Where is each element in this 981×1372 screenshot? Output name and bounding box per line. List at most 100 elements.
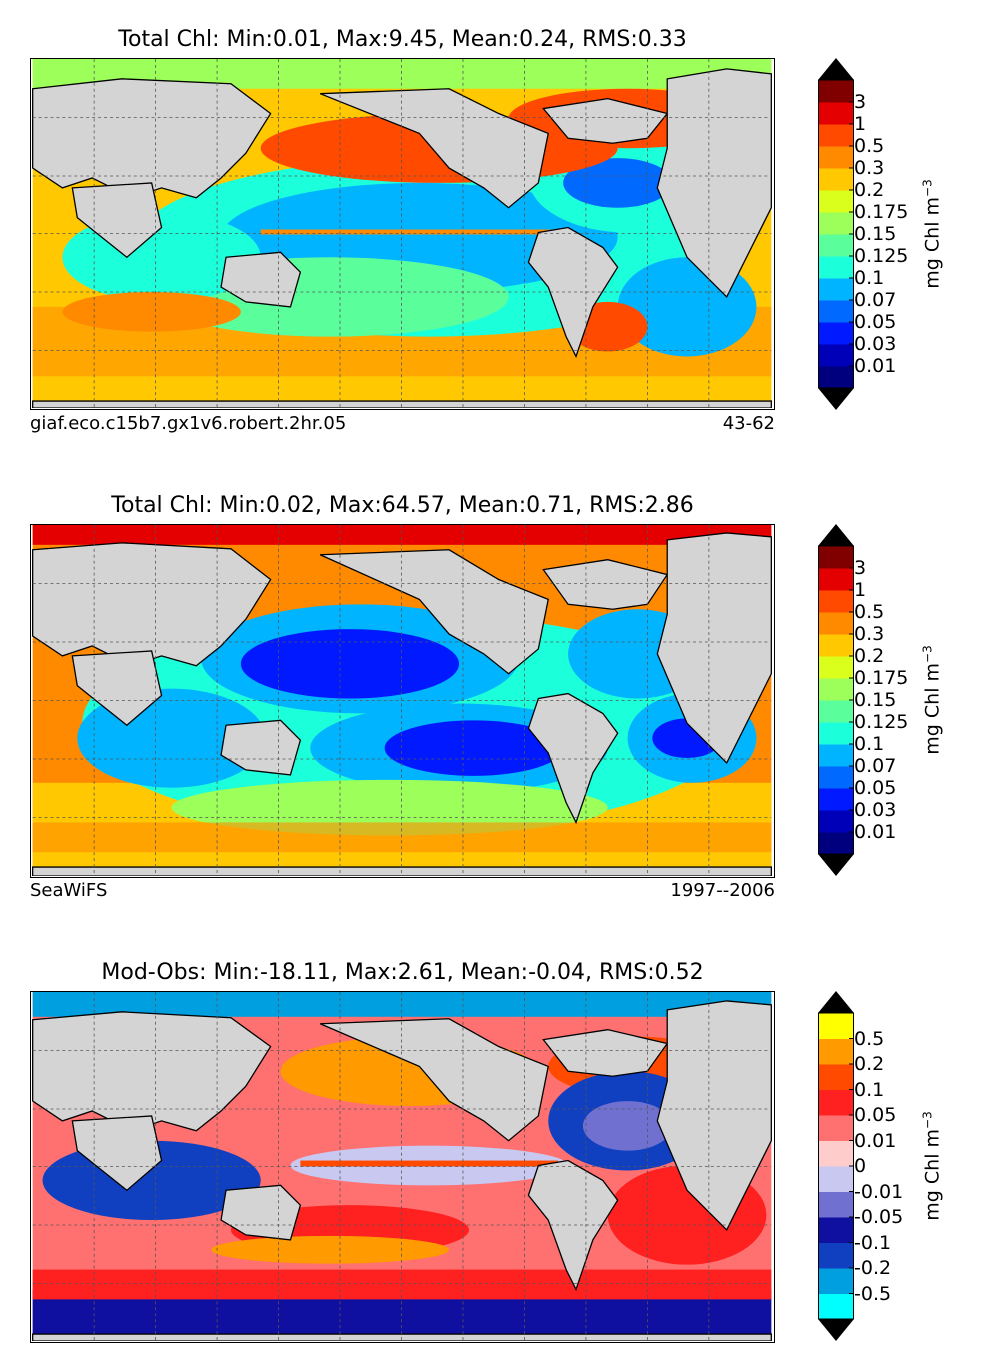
colorbar-tick-label: 0.01 bbox=[854, 1129, 897, 1152]
colorbar-tick-label: 0.15 bbox=[854, 689, 897, 711]
colorbar-tick-label: 0.5 bbox=[854, 135, 885, 157]
colorbar-segment bbox=[818, 1191, 854, 1218]
colorbar-segment bbox=[818, 832, 854, 855]
colorbar-tick-label: 0.175 bbox=[854, 667, 909, 689]
colorbar-extend-min bbox=[818, 854, 854, 876]
colorbar-segment bbox=[818, 1242, 854, 1269]
colorbar-segment bbox=[818, 278, 854, 301]
colorbar-graphic bbox=[818, 991, 854, 1341]
colorbar-tick-label: 0.01 bbox=[854, 821, 897, 843]
colorbar-segment bbox=[818, 1013, 854, 1039]
chl-map-observed bbox=[30, 524, 775, 878]
colorbar-tick-label: 0.175 bbox=[854, 201, 909, 223]
colorbar-tick-label: 3 bbox=[854, 91, 867, 113]
colorbar-segment bbox=[818, 634, 854, 657]
colorbar-segment bbox=[818, 612, 854, 635]
colorbar-tick-label: -0.5 bbox=[854, 1282, 892, 1305]
colorbar-tick-label: 0.125 bbox=[854, 711, 909, 733]
map-graphic bbox=[32, 59, 772, 408]
run-label: giaf.eco.c15b7.gx1v6.robert.2hr.05 bbox=[30, 413, 347, 434]
period-label: 43-62 bbox=[722, 413, 775, 434]
colorbar-tick-label: -0.2 bbox=[854, 1257, 892, 1279]
colorbar-extend-max bbox=[818, 991, 854, 1013]
colorbar-unit-label: mg Chl m−3 bbox=[920, 645, 944, 755]
colorbar-segment bbox=[818, 234, 854, 257]
panel-title: Total Chl: Min:0.01, Max:9.45, Mean:0.24… bbox=[118, 27, 687, 52]
colorbar-segment bbox=[818, 124, 854, 147]
colorbar-tick-label: 0.3 bbox=[854, 623, 885, 645]
colorbar-extend-max bbox=[818, 58, 854, 80]
colorbar-tick-label: 0.2 bbox=[854, 645, 885, 667]
colorbar-segment bbox=[818, 322, 854, 345]
colorbar-tick-label: 0.2 bbox=[854, 1053, 885, 1075]
colorbar-tick-label: 0.5 bbox=[854, 601, 885, 623]
colorbar-tick-label: 0.05 bbox=[854, 777, 897, 799]
colorbar-unit-label: mg Chl m−3 bbox=[920, 1111, 944, 1221]
colorbar-segment bbox=[818, 102, 854, 125]
colorbar-segment bbox=[818, 190, 854, 213]
chl-map-difference bbox=[30, 991, 775, 1343]
colorbar-segment bbox=[818, 168, 854, 191]
colorbar-tick-label: -0.01 bbox=[854, 1180, 904, 1203]
period-label: 1997--2006 bbox=[670, 880, 775, 901]
colorbar-tick-label: 0.2 bbox=[854, 179, 885, 201]
colorbar-tick-label: -0.1 bbox=[854, 1231, 892, 1254]
source-label: SeaWiFS bbox=[30, 880, 108, 901]
colorbar-tick-label: 0.1 bbox=[854, 1078, 885, 1101]
colorbar-segment bbox=[818, 744, 854, 767]
colorbar-tick-label: 0.03 bbox=[854, 333, 897, 355]
colorbar-tick-label: 0.03 bbox=[854, 799, 897, 821]
colorbar-graphic bbox=[818, 524, 854, 876]
colorbar-segment bbox=[818, 656, 854, 679]
colorbar-segment bbox=[818, 256, 854, 279]
colorbar-segment bbox=[818, 678, 854, 701]
colorbar-segment bbox=[818, 766, 854, 789]
colorbar-segment bbox=[818, 1089, 854, 1116]
colorbar-tick-label: 1 bbox=[854, 113, 867, 135]
colorbar-segment bbox=[818, 300, 854, 323]
colorbar-tick-label: 0.3 bbox=[854, 157, 885, 179]
colorbar-segment bbox=[818, 788, 854, 811]
colorbar-segment bbox=[818, 212, 854, 235]
colorbar-segment bbox=[818, 1268, 854, 1294]
panel-title: Total Chl: Min:0.02, Max:64.57, Mean:0.7… bbox=[111, 493, 694, 518]
colorbar-tick-label: 3 bbox=[854, 557, 867, 579]
colorbar bbox=[818, 991, 854, 1341]
colorbar-segment bbox=[818, 1166, 854, 1192]
colorbar-segment bbox=[818, 590, 854, 613]
chl-map-model bbox=[30, 58, 775, 410]
colorbar-extend-max bbox=[818, 524, 854, 546]
colorbar-tick-label: 0 bbox=[854, 1155, 867, 1177]
colorbar-tick-label: 0.125 bbox=[854, 245, 909, 267]
colorbar-segment bbox=[818, 546, 854, 569]
colorbar-segment bbox=[818, 1115, 854, 1141]
colorbar bbox=[818, 524, 854, 876]
colorbar-tick-label: 0.07 bbox=[854, 755, 897, 777]
colorbar-segment bbox=[818, 1293, 854, 1320]
colorbar-extend-min bbox=[818, 388, 854, 410]
colorbar-tick-label: 0.15 bbox=[854, 223, 897, 245]
colorbar-tick-label: 0.1 bbox=[854, 267, 885, 289]
colorbar bbox=[818, 58, 854, 410]
colorbar-segment bbox=[818, 722, 854, 745]
colorbar-segment bbox=[818, 1140, 854, 1167]
colorbar-tick-label: 0.5 bbox=[854, 1027, 885, 1050]
colorbar-segment bbox=[818, 1038, 854, 1065]
colorbar-tick-label: 1 bbox=[854, 579, 867, 601]
colorbar-tick-label: 0.05 bbox=[854, 1104, 897, 1126]
colorbar-segment bbox=[818, 1064, 854, 1090]
colorbar-segment bbox=[818, 146, 854, 169]
colorbar-unit-label: mg Chl m−3 bbox=[920, 179, 944, 289]
colorbar-segment bbox=[818, 568, 854, 591]
panel-title: Mod-Obs: Min:-18.11, Max:2.61, Mean:-0.0… bbox=[101, 960, 704, 985]
colorbar-graphic bbox=[818, 58, 854, 410]
colorbar-tick-label: 0.1 bbox=[854, 733, 885, 755]
colorbar-tick-label: -0.05 bbox=[854, 1206, 904, 1228]
colorbar-segment bbox=[818, 700, 854, 723]
colorbar-segment bbox=[818, 344, 854, 367]
colorbar-extend-min bbox=[818, 1319, 854, 1341]
colorbar-segment bbox=[818, 1217, 854, 1243]
colorbar-segment bbox=[818, 80, 854, 103]
map-graphic bbox=[32, 992, 772, 1341]
colorbar-tick-label: 0.07 bbox=[854, 289, 897, 311]
